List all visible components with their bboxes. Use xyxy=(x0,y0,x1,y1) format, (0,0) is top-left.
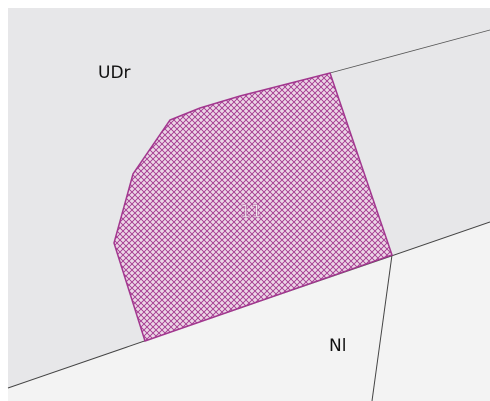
zone-label: Nl xyxy=(329,336,346,356)
parcel xyxy=(113,72,393,342)
parcel-label: 11 xyxy=(240,202,262,222)
lot-boundary xyxy=(371,254,393,401)
lower-zone-area xyxy=(8,222,490,401)
road-edge xyxy=(329,29,490,74)
zone-label: UDr xyxy=(98,63,131,83)
